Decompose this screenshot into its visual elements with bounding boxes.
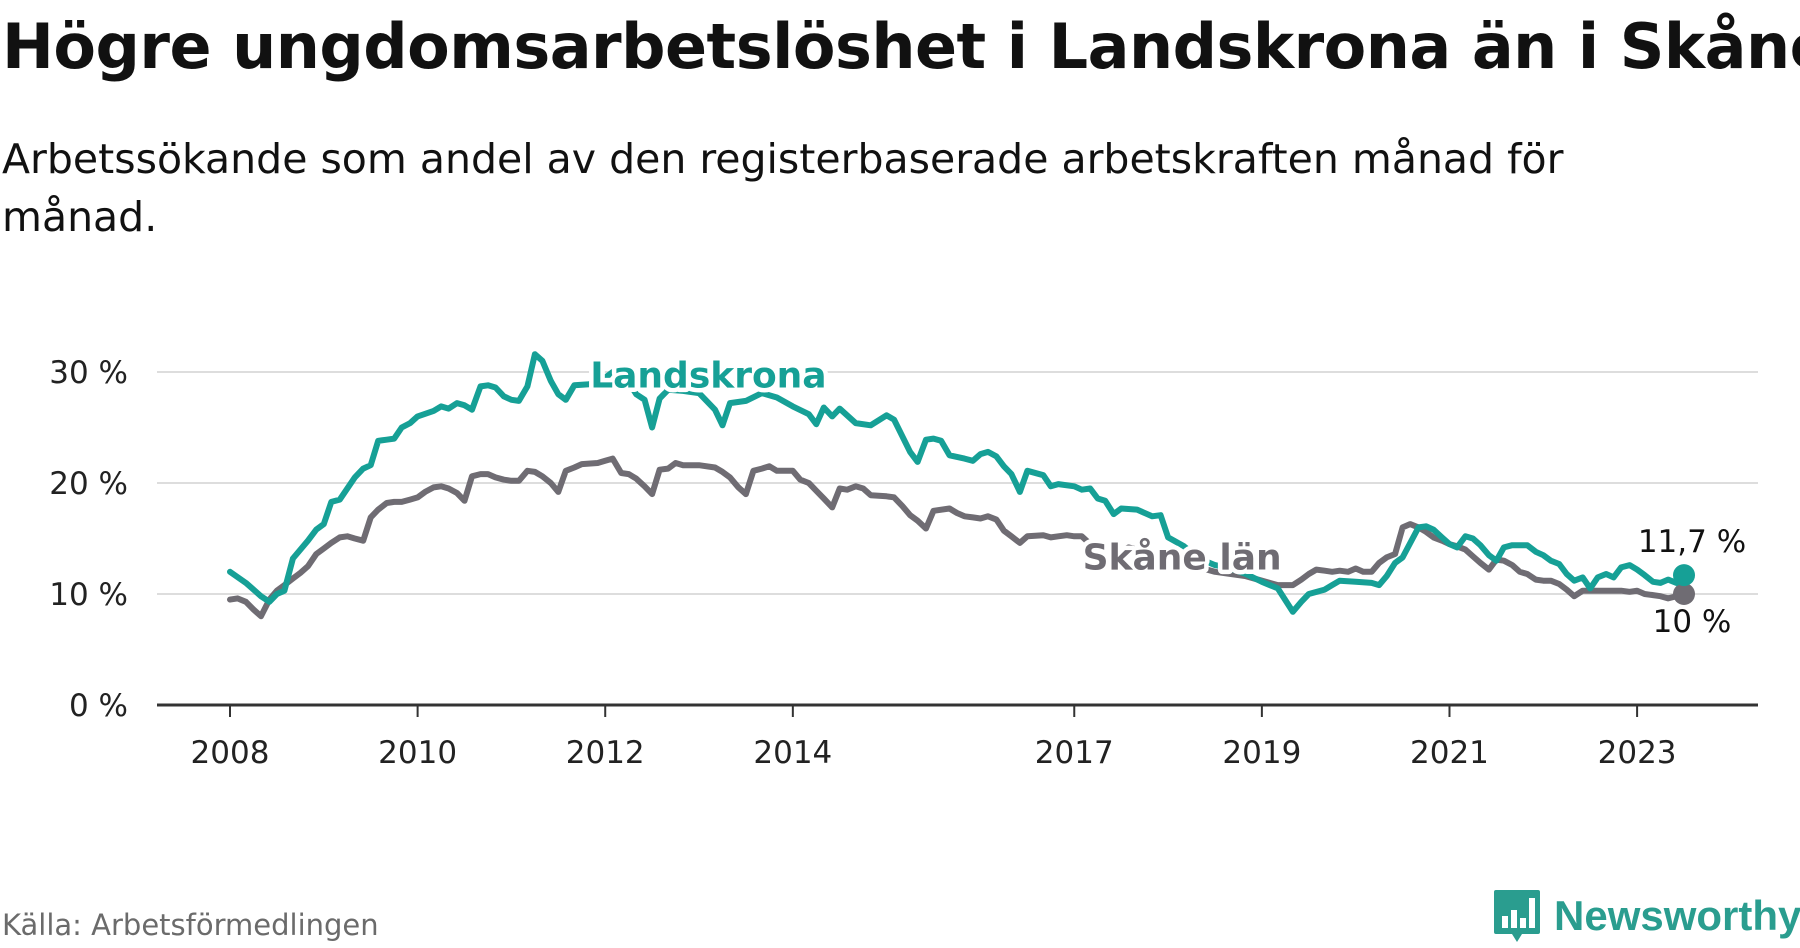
y-axis-ticks: 0 % 10 % 20 % 30 % xyxy=(49,355,128,724)
x-tick-label: 2012 xyxy=(566,735,645,771)
end-labels: 11,7 % 10 % xyxy=(1638,524,1746,640)
end-point-skane xyxy=(1673,583,1695,605)
x-tick-label: 2014 xyxy=(753,735,832,771)
x-tick-label: 2019 xyxy=(1222,735,1301,771)
series-annotation-landskrona: Landskrona xyxy=(590,356,826,397)
y-tick-label: 0 % xyxy=(69,688,128,724)
brand-logo[interactable]: Newsworthy xyxy=(1492,888,1800,944)
series-lines xyxy=(227,351,1695,620)
x-tick-label: 2021 xyxy=(1410,735,1489,771)
x-tick-label: 2017 xyxy=(1035,735,1114,771)
page-subtitle: Arbetssökande som andel av den registerb… xyxy=(2,135,1564,241)
source-note: Källa: Arbetsförmedlingen xyxy=(2,908,379,942)
series-line-landskrona xyxy=(227,351,1687,615)
y-tick-label: 20 % xyxy=(49,466,128,502)
brand-name: Newsworthy xyxy=(1554,892,1800,939)
end-label-skane: 10 % xyxy=(1653,604,1732,640)
y-tick-label: 30 % xyxy=(49,355,128,391)
end-point-landskrona xyxy=(1673,564,1695,587)
newsworthy-logo-icon xyxy=(1494,890,1540,942)
x-axis-ticks: 2008 2010 2012 2014 2017 2019 2021 2023 xyxy=(191,705,1677,771)
page-title: Högre ungdomsarbetslöshet i Landskrona ä… xyxy=(2,10,1800,83)
y-tick-label: 10 % xyxy=(49,577,128,613)
end-label-landskrona: 11,7 % xyxy=(1638,524,1746,560)
x-tick-label: 2023 xyxy=(1598,735,1677,771)
line-chart: 0 % 10 % 20 % 30 % 2008 2010 2012 2014 2017 2019… xyxy=(49,351,1758,771)
x-tick-label: 2010 xyxy=(378,735,457,771)
gridlines xyxy=(157,371,1758,707)
series-annotation-skane: Skåne län xyxy=(1083,538,1282,579)
x-tick-label: 2008 xyxy=(191,735,270,771)
series-annotations: Landskrona Skåne län xyxy=(586,351,1286,583)
